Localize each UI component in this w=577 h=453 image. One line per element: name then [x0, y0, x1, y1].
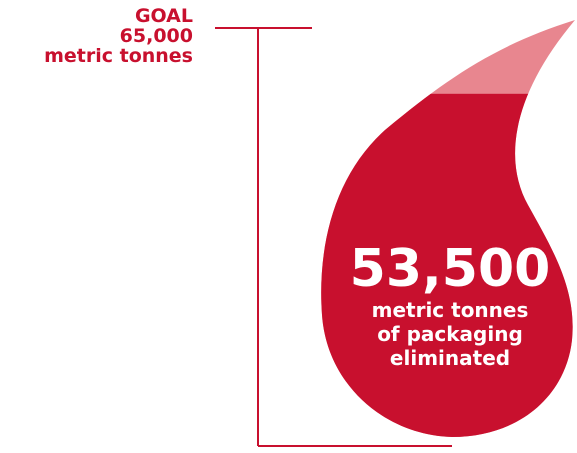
achieved-caption: metric tonnes of packaging eliminated	[320, 298, 577, 370]
achieved-value: 53,500	[349, 239, 551, 299]
goal-value: 65,000	[119, 25, 193, 47]
caption-line-2: of packaging	[377, 322, 523, 346]
goal-unit: metric tonnes	[44, 45, 193, 67]
achieved-label: 53,500 metric tonnes of packaging elimin…	[320, 240, 577, 370]
goal-heading: GOAL	[134, 5, 193, 27]
goal-label: GOAL 65,000 metric tonnes	[0, 6, 193, 66]
caption-line-3: eliminated	[389, 346, 511, 370]
caption-line-1: metric tonnes	[371, 298, 529, 322]
